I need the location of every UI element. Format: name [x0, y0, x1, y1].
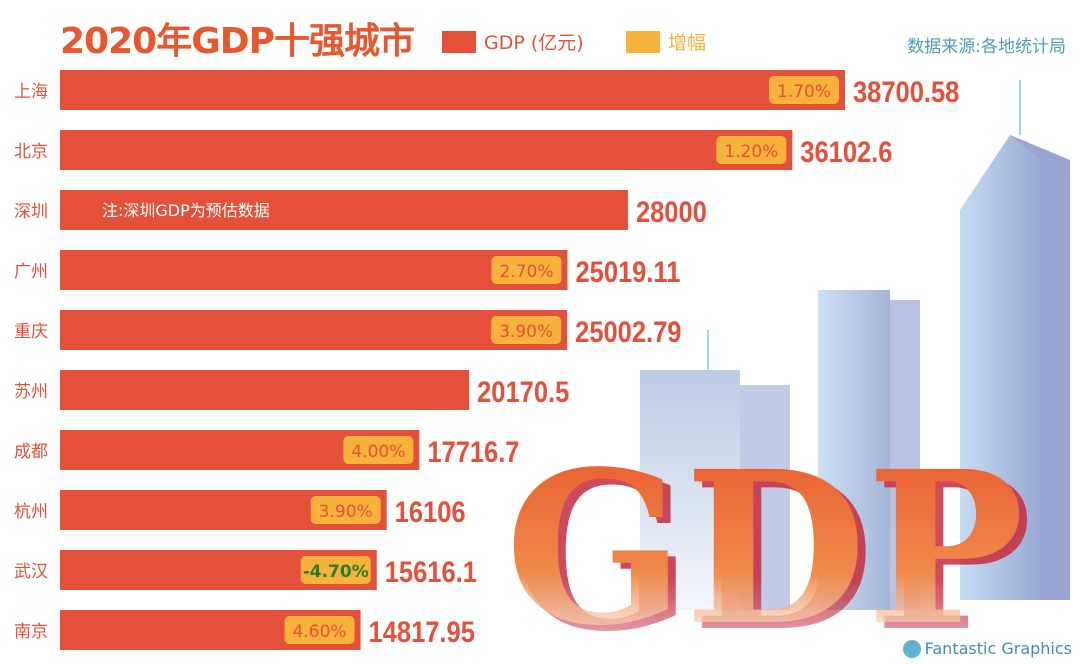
category-label: 成都: [14, 442, 48, 462]
category-label: 苏州: [14, 382, 48, 402]
value-label: 14817.95: [369, 615, 475, 648]
growth-label: 1.70%: [777, 82, 831, 102]
value-label: 25002.79: [575, 315, 681, 348]
value-label: 25019.11: [575, 255, 680, 288]
growth-label: 2.70%: [499, 262, 553, 282]
bar-gdp: [60, 130, 793, 170]
growth-badge: [300, 556, 371, 584]
chart-title: 2020年GDP十强城市: [60, 21, 415, 62]
data-source: 数据来源:各地统计局: [907, 37, 1066, 57]
growth-badge: [284, 616, 355, 644]
category-label: 广州: [14, 262, 48, 282]
legend-item-gdp: GDP (亿元): [442, 28, 584, 55]
growth-label: -4.70%: [303, 562, 369, 582]
category-label: 上海: [14, 82, 48, 102]
bar-gdp: [60, 310, 568, 350]
legend-label-gdp: GDP (亿元): [484, 32, 584, 54]
growth-label: 4.60%: [293, 622, 347, 642]
value-label: 15616.1: [385, 555, 477, 588]
bar-gdp: [60, 370, 470, 410]
growth-badge: [310, 496, 381, 524]
value-label: 36102.6: [800, 135, 892, 168]
gdp-background-text: GDP: [505, 425, 1024, 664]
category-label: 武汉: [14, 562, 48, 582]
value-label: 28000: [636, 195, 707, 228]
legend-swatch-growth: [626, 30, 660, 53]
value-label: 20170.5: [477, 375, 569, 408]
legend-item-growth: 增幅: [626, 28, 706, 55]
category-label: 北京: [14, 142, 48, 162]
growth-badge: [491, 316, 562, 344]
value-label: 16106: [395, 495, 466, 528]
category-label: 南京: [14, 622, 48, 642]
growth-label: 4.00%: [351, 442, 405, 462]
bar-gdp: [60, 190, 628, 230]
category-label: 重庆: [14, 322, 48, 342]
value-label: 38700.58: [853, 75, 959, 108]
brand-logo-icon: [902, 639, 921, 658]
brand-name: Fantastic Graphics: [924, 639, 1072, 658]
category-label: 杭州: [14, 502, 48, 522]
growth-badge: [716, 136, 787, 164]
growth-label: 3.90%: [319, 502, 373, 522]
annotation-note: 注:深圳GDP为预估数据: [102, 201, 270, 220]
brand-watermark: Fantastic Graphics: [902, 639, 1072, 658]
growth-label: 3.90%: [499, 322, 553, 342]
growth-badge: [769, 76, 839, 104]
bar-gdp: [60, 70, 845, 110]
growth-label: 1.20%: [724, 142, 778, 162]
legend-label-growth: 增幅: [668, 32, 707, 54]
growth-badge: [491, 256, 562, 284]
category-label: 深圳: [14, 202, 48, 222]
value-label: 17716.7: [427, 435, 519, 468]
bar-gdp: [60, 250, 568, 290]
growth-badge: [343, 436, 414, 464]
legend-swatch-gdp: [442, 30, 476, 53]
